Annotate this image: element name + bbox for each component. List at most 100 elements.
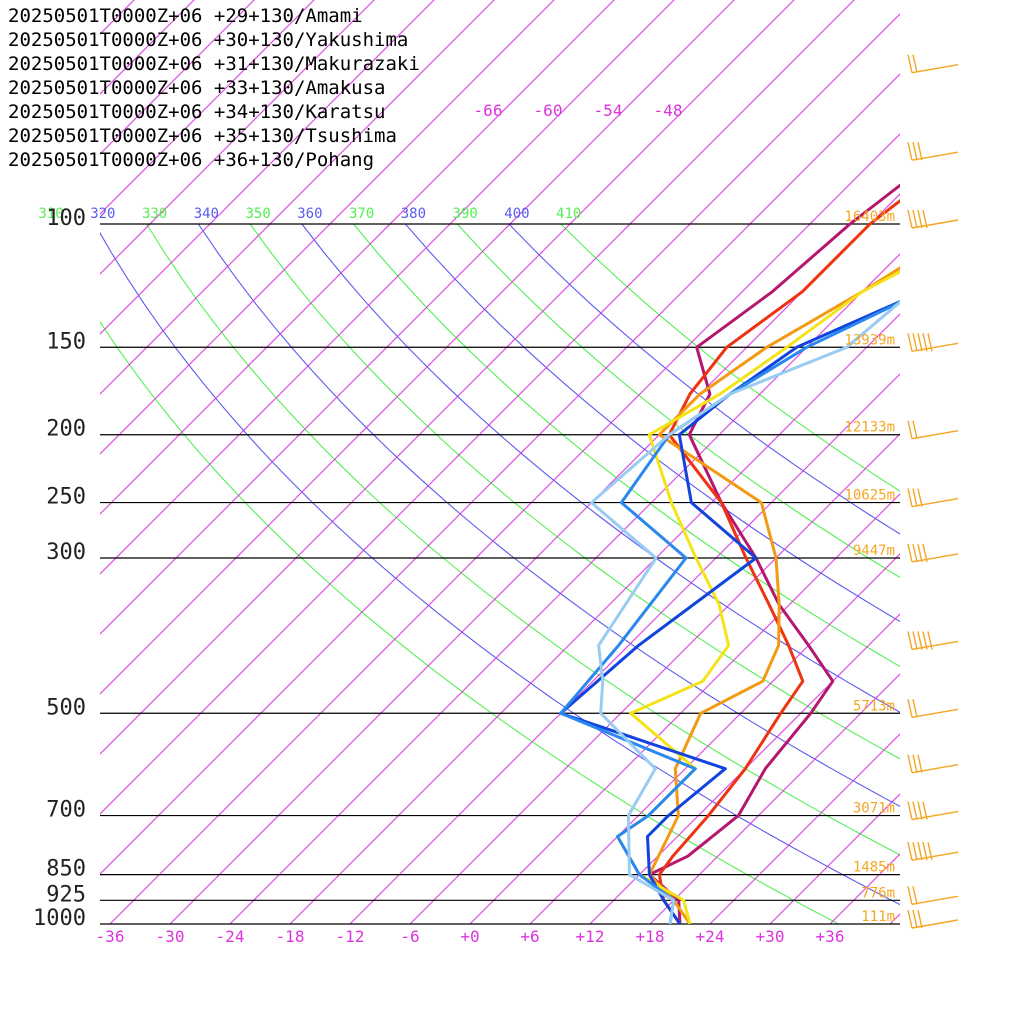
isotherm-line — [100, 0, 795, 695]
isotherm-line — [289, 313, 900, 924]
wind-barb-flag — [922, 842, 928, 861]
theta-line — [100, 320, 840, 924]
temperature-tick: +12 — [576, 927, 605, 946]
isotherm-line — [100, 0, 255, 155]
isotherm-line — [889, 913, 900, 924]
isotherm-line — [229, 253, 900, 924]
pressure-label: 850 — [46, 857, 86, 882]
theta-label: 380 — [401, 206, 426, 222]
temperature-tick: +18 — [636, 927, 665, 946]
pressure-label: 1000 — [33, 906, 86, 931]
height-label: 9447m — [853, 543, 895, 559]
theta-line — [249, 223, 900, 760]
wind-barb-flag — [907, 909, 913, 929]
wind-barb-flag — [917, 754, 923, 773]
wind-barb-flag — [907, 420, 913, 439]
wind-barb-flag — [907, 699, 913, 718]
wind-barb-flag — [907, 142, 913, 161]
wind-barb-flag — [907, 842, 913, 861]
isotherm-line — [100, 73, 900, 875]
wind-barb-icon — [907, 543, 959, 563]
isotherm-line — [709, 733, 900, 924]
wind-barb-flag — [912, 631, 918, 650]
isotherm-line — [589, 613, 900, 924]
theta-label: 310 — [38, 206, 63, 222]
series-line — [657, 198, 900, 924]
wind-barb-shaft — [911, 764, 959, 774]
pressure-label: 925 — [46, 882, 86, 907]
wind-barb-icon — [907, 842, 959, 861]
wind-barb-shaft — [911, 895, 959, 905]
wind-barb-icon — [907, 699, 959, 718]
wind-barb-icon — [907, 333, 959, 352]
wind-barb-flag — [912, 699, 918, 718]
theta-label: 340 — [194, 206, 219, 222]
legend-item-yakushima: 20250501T0000Z+06 +30+130/Yakushima — [8, 29, 409, 51]
wind-barb-flag — [912, 488, 918, 507]
isotherm-line — [109, 133, 900, 924]
theta-line — [197, 223, 900, 808]
legend-item-makurazaki: 20250501T0000Z+06 +31+130/Makurazaki — [8, 53, 420, 75]
wind-barb-icon — [907, 631, 959, 651]
isotherm-label: -60 — [534, 101, 563, 120]
wind-barb-flag — [907, 54, 913, 73]
theta-label: 410 — [556, 206, 581, 222]
wind-barb-icon — [907, 909, 959, 929]
wind-barb-flag — [907, 754, 913, 773]
height-label: 5713m — [853, 698, 895, 714]
wind-barb-flag — [927, 333, 933, 352]
isotherm-line — [100, 0, 315, 215]
wind-barb-flag — [912, 209, 918, 229]
temperature-tick: -18 — [276, 927, 305, 946]
wind-barb-flag — [922, 801, 928, 820]
pressure-label: 700 — [46, 798, 86, 823]
isotherm-line — [409, 433, 900, 924]
wind-barb-flag — [912, 801, 918, 820]
height-label: 1485m — [853, 860, 895, 876]
height-label: 13939m — [844, 332, 895, 348]
temperature-tick: -36 — [96, 927, 125, 946]
wind-barb-flag — [912, 420, 918, 439]
wind-barb-flag — [917, 333, 923, 352]
pressure-label: 250 — [46, 485, 86, 510]
height-label: 776m — [861, 885, 895, 901]
wind-barb-flag — [912, 543, 918, 563]
wind-barb-flag — [907, 333, 913, 352]
wind-barb-flag — [907, 209, 913, 229]
isotherm-line — [995, 0, 1024, 939]
wind-barb-flag — [912, 842, 918, 861]
wind-barb-shaft — [911, 640, 959, 651]
isotherm-line — [529, 553, 900, 924]
theta-line — [301, 223, 900, 713]
isotherm-line — [100, 0, 615, 515]
isotherm-line — [100, 13, 900, 815]
isotherm-line — [100, 0, 555, 455]
wind-barb-icon — [907, 54, 959, 74]
wind-barb-flag — [922, 209, 928, 229]
pressure-label: 500 — [46, 695, 86, 720]
wind-barb-icon — [907, 754, 959, 774]
wind-barb-flag — [917, 909, 923, 929]
theta-line — [404, 223, 900, 623]
height-label: 111m — [861, 909, 895, 925]
legend-item-amakusa: 20250501T0000Z+06 +33+130/Amakusa — [8, 77, 386, 99]
isotherm-line — [349, 373, 900, 924]
theta-label: 370 — [349, 206, 374, 222]
theta-line — [456, 223, 900, 579]
wind-barb-shaft — [911, 810, 959, 821]
pressure-label: 300 — [46, 540, 86, 565]
theta-label: 330 — [142, 206, 167, 222]
isotherm-line — [100, 0, 495, 395]
wind-barb-shaft — [911, 919, 959, 929]
isotherm-label: -54 — [594, 101, 623, 120]
wind-barb-flag — [912, 54, 918, 73]
wind-barb-icon — [907, 142, 959, 161]
wind-barb-flag — [917, 842, 923, 861]
series-line — [559, 300, 900, 924]
temperature-tick: +6 — [520, 927, 539, 946]
height-label: 10625m — [844, 488, 895, 504]
wind-barb-flag — [917, 543, 923, 563]
temperature-tick: +24 — [696, 927, 725, 946]
wind-barb-shaft — [911, 64, 959, 74]
theta-line — [146, 223, 900, 856]
